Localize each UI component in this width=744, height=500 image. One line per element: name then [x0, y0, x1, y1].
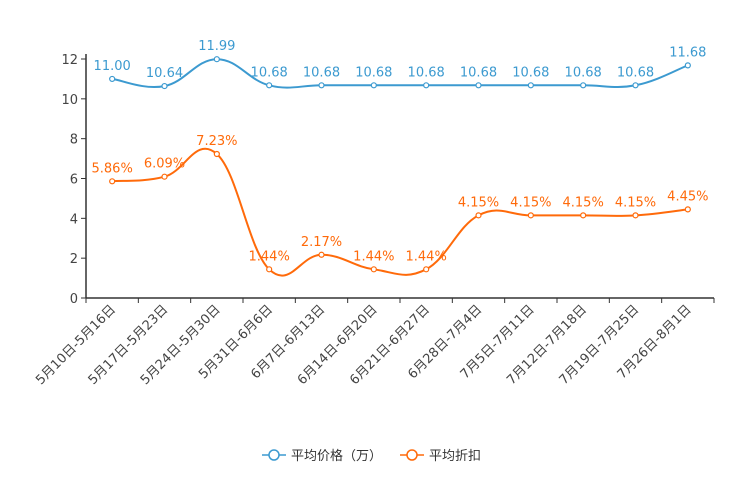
data-point	[370, 266, 377, 273]
data-label: 7.23%	[196, 134, 237, 149]
data-point	[475, 82, 482, 89]
y-tick-label: 4	[70, 212, 78, 227]
data-label: 10.68	[617, 65, 654, 80]
data-label: 10.68	[355, 65, 392, 80]
data-label: 2.17%	[301, 235, 342, 250]
data-label: 11.68	[669, 45, 706, 60]
data-label: 11.99	[198, 39, 235, 54]
legend-label: 平均价格（万）	[291, 448, 382, 464]
data-label: 10.68	[460, 65, 497, 80]
y-tick-label: 8	[70, 133, 78, 148]
legend-label: 平均折扣	[429, 449, 481, 464]
data-point	[580, 82, 587, 89]
data-point	[213, 150, 220, 158]
data-point	[632, 82, 639, 89]
y-tick-label: 12	[61, 53, 78, 68]
data-label: 6.09%	[144, 157, 185, 172]
data-label: 10.68	[408, 65, 445, 80]
legend-marker-icon	[406, 449, 418, 461]
data-label: 1.44%	[353, 249, 394, 264]
data-point	[370, 82, 377, 89]
y-tick-label: 6	[70, 173, 78, 188]
data-point	[580, 212, 587, 219]
data-label: 1.44%	[249, 249, 290, 264]
data-point	[632, 212, 639, 219]
data-point	[318, 82, 325, 89]
y-tick-label: 10	[61, 93, 78, 108]
data-label: 4.15%	[563, 195, 604, 210]
y-tick-label: 0	[70, 292, 78, 307]
data-point	[527, 82, 534, 89]
data-point	[161, 82, 168, 90]
legend-marker-icon	[268, 449, 280, 461]
data-label: 10.68	[251, 65, 288, 80]
data-label: 1.44%	[406, 249, 447, 264]
data-label: 4.15%	[458, 195, 499, 210]
data-point	[318, 251, 325, 258]
data-point	[161, 173, 168, 180]
data-point	[527, 212, 534, 219]
data-label: 4.45%	[667, 189, 708, 204]
data-point	[423, 82, 430, 89]
data-point	[684, 62, 691, 69]
series-line-1	[112, 147, 688, 277]
y-tick-label: 2	[70, 252, 78, 267]
data-point	[266, 266, 273, 273]
data-point	[213, 56, 220, 63]
data-label: 11.00	[94, 59, 131, 74]
data-label: 4.15%	[510, 195, 551, 210]
data-label: 10.68	[512, 65, 549, 80]
data-label: 5.86%	[92, 161, 133, 176]
data-point	[266, 82, 273, 89]
data-point	[109, 75, 116, 83]
data-label: 4.15%	[615, 195, 656, 210]
data-label: 10.68	[565, 65, 602, 80]
data-label: 10.64	[146, 66, 183, 81]
data-point	[475, 212, 482, 219]
data-point	[109, 178, 116, 185]
data-point	[684, 206, 691, 213]
data-label: 10.68	[303, 65, 340, 80]
data-point	[423, 266, 430, 273]
